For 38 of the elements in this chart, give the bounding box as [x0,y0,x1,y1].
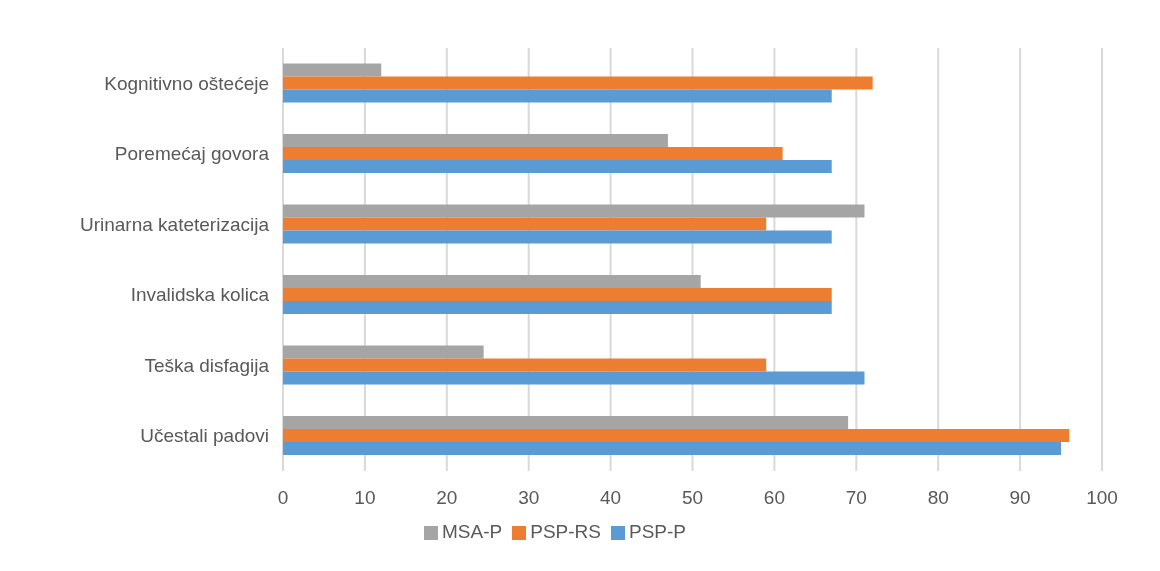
y-tick-label: Poremećaj govora [114,143,270,165]
x-tick-label: 20 [436,487,458,509]
y-tick-label: Kognitivno oštećeje [104,73,269,94]
legend-label: MSA-P [442,521,503,542]
x-tick-label: 80 [927,487,949,509]
x-tick-label: 30 [518,487,540,509]
bar [283,89,832,103]
y-tick-label: Teška disfagija [144,354,270,376]
bar [283,275,701,289]
x-tick-label: 0 [277,487,289,509]
bar [283,416,849,430]
y-tick-label: Invalidska kolica [130,284,270,306]
x-tick-label: 60 [763,487,785,509]
bar [283,345,484,359]
x-tick-label: 50 [681,487,704,509]
bar [283,230,832,244]
bar [283,217,767,231]
x-tick-label: 90 [1009,487,1031,509]
legend-label: PSP-P [628,521,686,542]
bar [283,134,668,148]
x-tick-label: 70 [845,487,867,509]
bar [283,442,1062,456]
bar [283,288,832,302]
bar [283,160,832,174]
bar [283,76,873,90]
bar [283,147,783,161]
bar [283,371,865,385]
bar [283,358,767,372]
legend-label: PSP-RS [530,521,601,542]
x-tick-label: 100 [1086,487,1118,509]
x-tick-label: 40 [600,487,622,509]
bar [283,204,865,218]
bar [283,63,382,77]
x-tick-label: 10 [354,487,376,509]
bar [283,429,1070,443]
y-tick-label: Urinarna kateterizacija [79,213,270,235]
bar [283,301,832,315]
y-tick-label: Učestali padovi [140,425,269,447]
